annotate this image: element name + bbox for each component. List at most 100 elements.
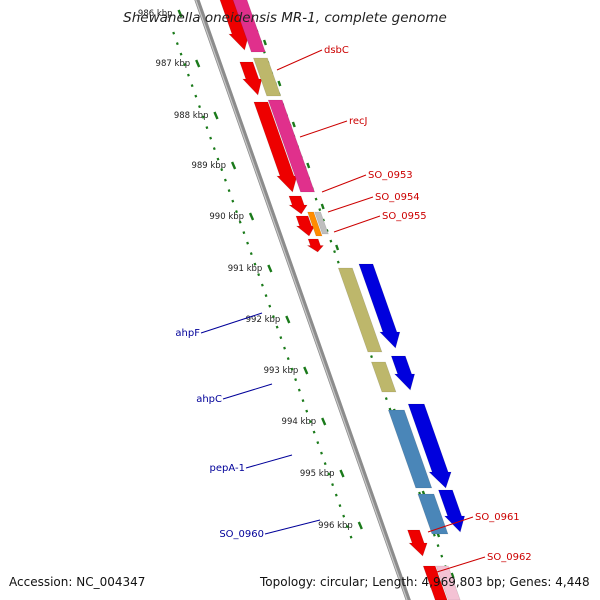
gene-forward-arrow — [422, 565, 448, 600]
gene-forward-arrow — [288, 195, 308, 215]
gc-dash — [291, 121, 296, 128]
minor-tick-dot — [249, 252, 253, 256]
gene-forward-arrow — [295, 215, 316, 237]
gc-dash — [262, 39, 267, 46]
minor-tick-dot — [286, 357, 290, 361]
gene-reverse-arrow — [390, 355, 416, 391]
minor-tick-dot — [246, 241, 249, 245]
gene-cog-band — [232, 0, 266, 53]
gc-dot — [318, 208, 322, 212]
genome-summary-text: Topology: circular; Length: 4,969,803 bp… — [259, 575, 590, 589]
major-tick — [267, 264, 273, 273]
gc-dot — [322, 218, 325, 222]
minor-tick-dot — [275, 325, 279, 329]
minor-tick-dot — [294, 378, 298, 382]
minor-tick-dot — [327, 472, 331, 476]
gene-forward-arrow — [253, 101, 298, 193]
gene-label: ahpC — [196, 394, 222, 405]
kbp-tick-label: 989 kbp — [191, 161, 226, 171]
minor-tick-dot — [283, 346, 286, 350]
gene-label: dsbC — [324, 45, 349, 56]
kbp-tick-layer: 986 kbp 987 kbp 988 kbp 989 kbp 990 kbp 991 k… — [138, 9, 363, 531]
kbp-tick-label: 990 kbp — [209, 212, 244, 222]
minor-tick-dot — [349, 535, 353, 539]
kbp-tick-label: 996 kbp — [318, 521, 353, 531]
major-tick — [248, 212, 255, 221]
gene-label-leader — [436, 556, 486, 573]
gene-label: SO_0960 — [219, 529, 264, 540]
minor-tick-dot — [212, 147, 216, 151]
backbone-layer — [194, 0, 411, 600]
gene-label: ahpF — [175, 328, 200, 339]
kbp-tick-label: 988 kbp — [174, 111, 209, 121]
minor-tick-dot — [345, 525, 349, 529]
gene-label: SO_0954 — [375, 192, 420, 203]
minor-tick-dot — [272, 315, 275, 319]
gene-label: pepA-1 — [210, 463, 245, 474]
major-tick — [321, 417, 327, 426]
gc-dot — [370, 355, 373, 359]
major-tick — [195, 59, 201, 68]
gene-label-leader — [427, 516, 474, 533]
gene-forward-arrow — [306, 238, 325, 253]
minor-tick-dot — [316, 441, 320, 445]
minor-tick-dot — [242, 231, 246, 235]
gene-label: SO_0961 — [475, 512, 520, 523]
gc-dash — [450, 572, 455, 579]
gc-dash — [335, 244, 340, 251]
major-tick — [285, 315, 291, 324]
minor-tick-dot — [342, 514, 346, 518]
kbp-tick-label: 986 kbp — [138, 9, 173, 19]
kbp-tick-label: 991 kbp — [228, 264, 263, 274]
minor-tick-dot — [175, 42, 179, 46]
kbp-tick-label: 994 kbp — [282, 417, 317, 427]
minor-tick-dot — [257, 273, 261, 277]
gene-label-leader — [245, 454, 293, 469]
minor-tick-dot — [308, 420, 312, 424]
gc-dot — [418, 491, 421, 495]
minor-tick-dot — [320, 451, 323, 455]
minor-tick-dot — [216, 157, 220, 161]
gc-dot — [388, 407, 392, 411]
gene-label-leader — [222, 383, 273, 400]
gene-reverse-arrow — [407, 403, 452, 489]
minor-tick-dot — [187, 73, 190, 77]
minor-tick-dot — [312, 430, 316, 434]
gene-label: SO_0962 — [487, 552, 532, 563]
minor-tick-dot — [194, 94, 198, 98]
major-tick — [177, 9, 183, 18]
gene-label: SO_0953 — [368, 170, 413, 181]
minor-tick-dot — [323, 462, 327, 466]
gene-cog-band — [387, 409, 433, 489]
minor-tick-dot — [268, 304, 272, 308]
gene-cog-band — [314, 211, 329, 235]
gene-label-leader — [321, 174, 367, 193]
gc-dot — [436, 544, 440, 548]
minor-tick-dot — [305, 409, 309, 413]
kbp-tick-label: 995 kbp — [300, 469, 335, 479]
gene-cog-band — [371, 361, 397, 393]
minor-tick-dot — [220, 168, 224, 172]
gc-dash — [306, 162, 311, 169]
major-tick — [357, 521, 363, 530]
minor-tick-dot — [264, 294, 268, 298]
minor-tick-dot — [198, 105, 201, 109]
gene-label: SO_0955 — [382, 211, 427, 222]
gc-dot — [440, 554, 444, 558]
gc-dot — [336, 260, 340, 264]
minor-tick-dot — [231, 199, 235, 203]
major-tick — [230, 161, 237, 170]
gc-dash — [320, 203, 325, 210]
minor-tick-dot — [331, 483, 335, 487]
gene-cog-band — [267, 99, 316, 193]
major-tick — [339, 469, 345, 478]
gene-label-leader — [276, 49, 323, 71]
gene-forward-arrow — [407, 529, 428, 557]
kbp-tick-label: 993 kbp — [264, 366, 299, 376]
gc-dot — [384, 397, 388, 401]
minor-tick-dot — [338, 504, 342, 508]
minor-tick-dot — [297, 388, 301, 392]
minor-tick-dot — [223, 178, 227, 182]
minor-tick-dot — [183, 63, 187, 67]
